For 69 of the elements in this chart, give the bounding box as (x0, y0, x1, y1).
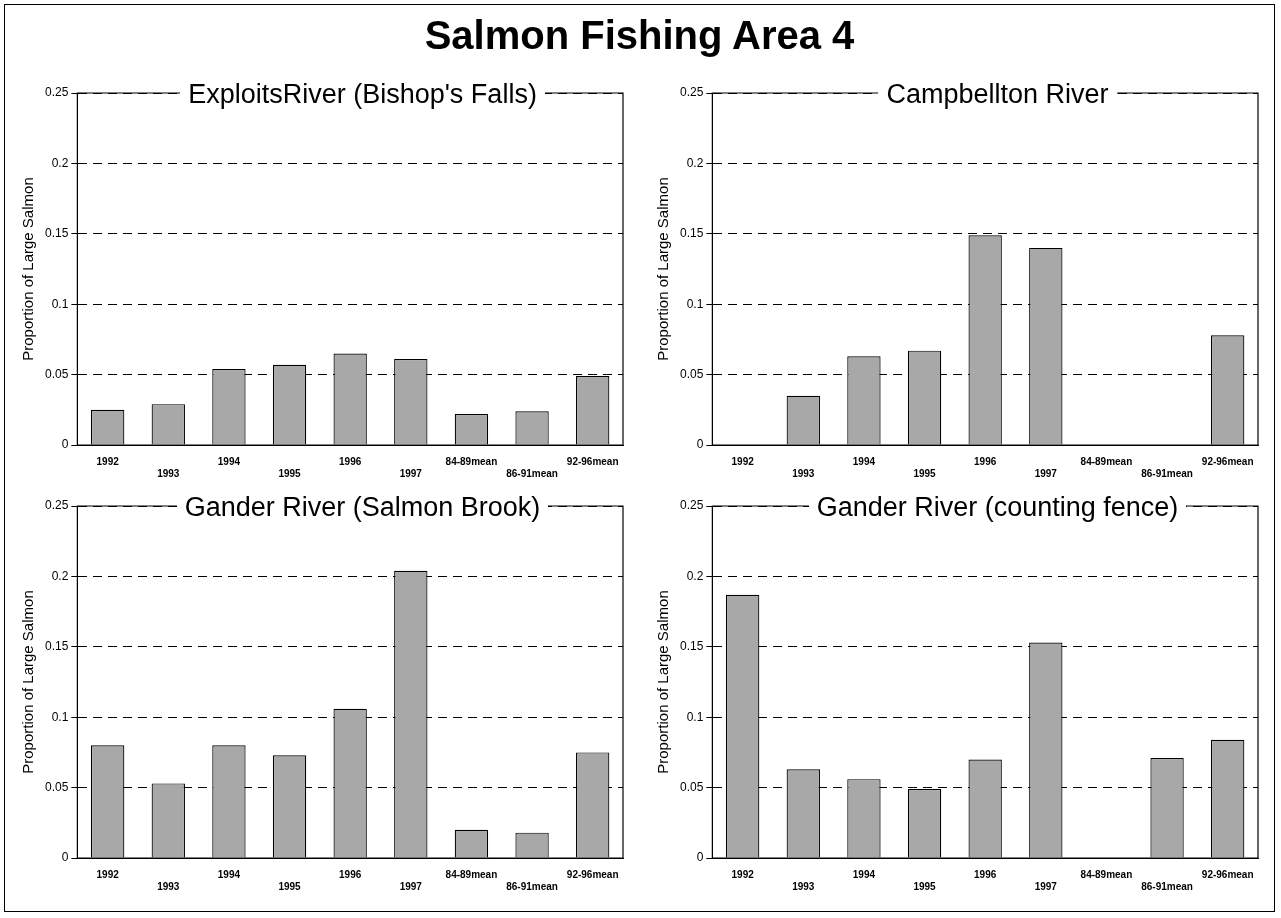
y-tick-label: 0.15 (680, 639, 704, 654)
y-tick-label: 0.2 (51, 155, 69, 170)
x-tick-label: 1995 (278, 467, 302, 479)
x-tick-label: 92-96mean (1201, 868, 1254, 880)
x-tick-label: 86-91mean (506, 880, 558, 892)
x-tick-label: 92-96mean (1201, 455, 1254, 467)
chart-title: Gander River (Salmon Brook) (176, 492, 549, 522)
x-tick-label: 1992 (731, 455, 755, 467)
x-tick-label: 1997 (1034, 467, 1058, 479)
y-axis-title: Proportion of Large Salmon (654, 177, 672, 361)
y-tick-label: 0.1 (51, 709, 69, 724)
y-tick-label: 0.1 (51, 296, 69, 311)
x-tick-label: 1993 (157, 880, 180, 892)
y-axis-title: Proportion of Large Salmon (654, 590, 672, 774)
x-tick-label: 86-91mean (1141, 467, 1193, 479)
y-tick-label: 0.1 (686, 296, 704, 311)
x-tick-label: 1994 (852, 455, 876, 467)
y-tick-label: 0.05 (45, 366, 69, 381)
x-tick-label: 1996 (339, 868, 362, 880)
x-tick-label: 1996 (974, 868, 997, 880)
y-axis-title: Proportion of Large Salmon (19, 590, 37, 774)
x-tick-label: 1994 (852, 868, 876, 880)
y-tick-label: 0 (696, 850, 704, 865)
x-tick-label: 1996 (339, 455, 362, 467)
x-tick-label: 84-89mean (1080, 455, 1133, 467)
chart-title: Gander River (counting fence) (808, 492, 1187, 522)
x-tick-label: 1997 (1034, 880, 1058, 892)
y-tick-label: 0.1 (686, 709, 704, 724)
x-tick-label: 1992 (731, 868, 755, 880)
y-tick-label: 0 (696, 437, 704, 452)
x-tick-label: 1996 (974, 455, 997, 467)
y-tick-label: 0.25 (680, 498, 704, 513)
x-tick-label: 92-96mean (566, 868, 619, 880)
y-tick-label: 0.15 (45, 226, 69, 241)
y-tick-label: 0.25 (45, 498, 69, 513)
x-tick-label: 1993 (792, 880, 815, 892)
x-tick-label: 1992 (96, 868, 120, 880)
x-tick-label: 1993 (157, 467, 180, 479)
y-tick-label: 0.05 (680, 366, 704, 381)
y-axis-title: Proportion of Large Salmon (19, 177, 37, 361)
chart-title: Campbellton River (878, 79, 1117, 109)
x-tick-label: 1993 (792, 467, 815, 479)
y-tick-label: 0 (61, 437, 69, 452)
text: Salmon Fishing Area 4 (423, 13, 856, 58)
y-tick-label: 0.15 (45, 639, 69, 654)
x-tick-label: 1994 (217, 455, 241, 467)
y-tick-label: 0.25 (45, 85, 69, 100)
x-tick-label: 1994 (217, 868, 241, 880)
y-tick-label: 0 (61, 850, 69, 865)
y-tick-label: 0.05 (680, 779, 704, 794)
x-tick-label: 1997 (399, 467, 423, 479)
x-tick-label: 86-91mean (1141, 880, 1193, 892)
x-tick-label: 1997 (399, 880, 423, 892)
x-tick-label: 1992 (96, 455, 120, 467)
x-tick-label: 86-91mean (506, 467, 558, 479)
x-tick-label: 84-89mean (1080, 868, 1133, 880)
chart-title: ExploitsRiver (Bishop's Falls) (180, 79, 545, 109)
x-tick-label: 84-89mean (445, 868, 498, 880)
x-tick-label: 1995 (913, 467, 937, 479)
y-tick-label: 0.05 (45, 779, 69, 794)
y-tick-label: 0.2 (686, 155, 704, 170)
y-tick-label: 0.15 (680, 226, 704, 241)
x-tick-label: 1995 (913, 880, 937, 892)
y-tick-label: 0.2 (51, 568, 69, 583)
y-tick-label: 0.25 (680, 85, 704, 100)
x-tick-label: 84-89mean (445, 455, 498, 467)
x-tick-label: 1995 (278, 880, 302, 892)
y-tick-label: 0.2 (686, 568, 704, 583)
x-tick-label: 92-96mean (566, 455, 619, 467)
